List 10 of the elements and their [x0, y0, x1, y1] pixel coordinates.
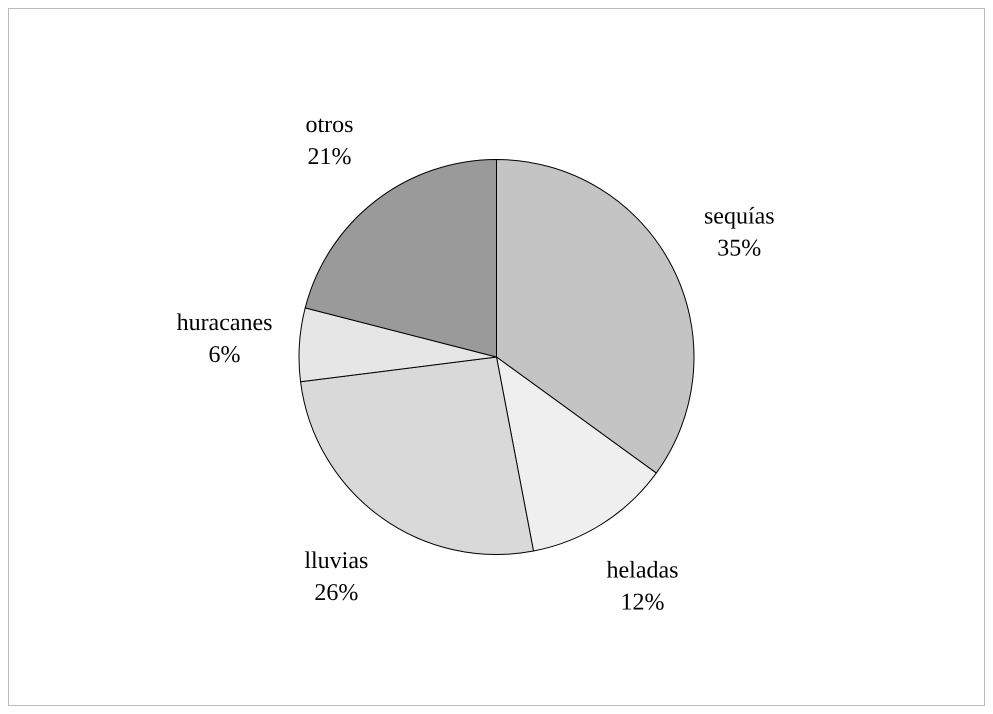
slice-label: otros [305, 112, 354, 138]
data-label: 21% [307, 144, 352, 170]
slice-label: lluvias [304, 548, 368, 574]
slice-label: sequías [704, 204, 775, 230]
data-label: 35% [717, 236, 762, 262]
data-label: 6% [208, 342, 241, 368]
data-label: 12% [620, 589, 665, 616]
slice-label: huracanes [176, 310, 273, 336]
slice-label: heladas [606, 557, 678, 584]
data-label: 26% [314, 580, 358, 606]
